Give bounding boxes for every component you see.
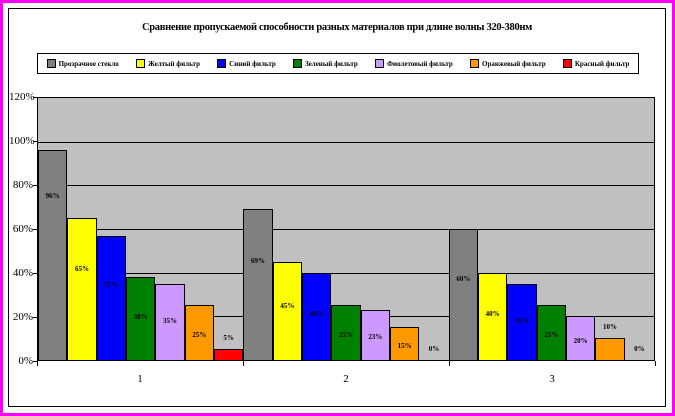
legend-label: Желтый фильтр xyxy=(148,59,200,68)
bar-slot: 25% xyxy=(184,98,214,360)
bar xyxy=(272,261,302,360)
bar xyxy=(390,327,420,360)
legend-item: Красный фильтр xyxy=(562,59,630,68)
bar xyxy=(478,272,508,360)
bar xyxy=(331,305,361,360)
bar-data-label: 0% xyxy=(428,345,440,354)
bar-slot: 0% xyxy=(419,98,448,360)
y-axis-tick-label: 120% xyxy=(9,91,35,103)
legend-label: Красный фильтр xyxy=(574,59,630,68)
y-axis-tick xyxy=(33,141,37,142)
legend-swatch xyxy=(217,59,227,68)
gridline xyxy=(38,141,654,143)
bar xyxy=(96,235,126,360)
bar-slot: 69% xyxy=(243,98,273,360)
legend-swatch xyxy=(292,59,302,68)
legend-swatch xyxy=(374,59,384,68)
legend-swatch xyxy=(46,59,56,68)
bar-slot: 57% xyxy=(96,98,126,360)
bar-slot: 60% xyxy=(448,98,478,360)
bar xyxy=(155,283,185,360)
bar-slot: 25% xyxy=(536,98,566,360)
bar-slot: 20% xyxy=(566,98,596,360)
chart-title: Сравнение пропускаемой способности разны… xyxy=(141,22,532,33)
legend-label: Оранжевый фильтр xyxy=(482,59,546,68)
legend-swatch xyxy=(470,59,479,68)
x-axis-tick xyxy=(655,361,656,366)
y-axis-tick-label: 40% xyxy=(12,267,33,279)
legend-label: Синий фильтр xyxy=(229,59,276,68)
y-axis-tick xyxy=(33,317,37,318)
bar-slot: 96% xyxy=(38,98,68,360)
y-axis-tick-label: 80% xyxy=(12,179,33,191)
gridline xyxy=(38,229,654,230)
y-axis-tick-label: 100% xyxy=(9,135,35,147)
y-axis-tick-label: 60% xyxy=(12,223,33,235)
bar-slot: 45% xyxy=(272,98,302,360)
bar-slot: 0% xyxy=(625,98,654,360)
legend-item: Зеленый фильтр xyxy=(292,59,358,68)
x-category-label: 3 xyxy=(549,373,555,385)
x-category-label: 1 xyxy=(137,373,143,385)
y-axis-tick xyxy=(33,273,37,274)
plot-area: 96% 65% 57% 38% 35% 25% 5% 69% 45% 40% 25% 23% 15% 0%… xyxy=(37,97,655,361)
bar xyxy=(566,316,596,360)
bar-slot: 23% xyxy=(360,98,390,360)
bar-slot: 35% xyxy=(155,98,185,360)
bar-slot: 10% xyxy=(595,98,625,360)
bar xyxy=(536,305,566,360)
bar xyxy=(302,272,332,360)
legend-swatch xyxy=(562,59,572,68)
legend-label: Прозрачное стекло xyxy=(58,59,119,68)
legend-item: Синий фильтр xyxy=(217,59,276,68)
y-axis-tick xyxy=(33,229,37,230)
bar-slot: 15% xyxy=(390,98,420,360)
x-axis-tick xyxy=(449,361,450,366)
legend-swatch xyxy=(136,59,146,68)
gridline xyxy=(38,185,654,187)
bar xyxy=(67,218,97,360)
gridline xyxy=(38,272,654,274)
x-category-label: 2 xyxy=(343,373,349,385)
legend-label: Фиолетовый фильтр xyxy=(386,59,453,68)
bar xyxy=(595,338,625,360)
bar-slot: 5% xyxy=(214,98,244,360)
bar xyxy=(507,283,537,360)
bar xyxy=(360,309,390,360)
legend-label: Зеленый фильтр xyxy=(304,59,358,68)
bar-slot: 40% xyxy=(302,98,332,360)
bar xyxy=(184,305,214,360)
bar xyxy=(38,150,68,360)
bar-slot: 25% xyxy=(331,98,361,360)
chart-border-frame: Сравнение пропускаемой способности разны… xyxy=(8,8,666,407)
bar-slot: 35% xyxy=(507,98,537,360)
legend-item: Оранжевый фильтр xyxy=(470,59,546,68)
x-axis-tick xyxy=(243,361,244,366)
x-axis-tick xyxy=(37,361,38,366)
y-axis-tick xyxy=(33,185,37,186)
bar-slot: 65% xyxy=(67,98,97,360)
y-axis-tick xyxy=(33,97,37,98)
bar-data-label: 0% xyxy=(634,345,645,354)
bar xyxy=(126,277,156,360)
bar-slot: 40% xyxy=(478,98,508,360)
bar-slot: 38% xyxy=(126,98,156,360)
legend-item: Прозрачное стекло xyxy=(46,59,119,68)
y-axis-tick xyxy=(33,361,37,362)
bar xyxy=(214,349,244,360)
bar-data-label: 5% xyxy=(223,334,234,343)
y-axis-tick-label: 20% xyxy=(12,311,33,323)
legend-item: Желтый фильтр xyxy=(136,59,200,68)
chart-canvas: Сравнение пропускаемой способности разны… xyxy=(3,3,672,413)
legend: Прозрачное стекло Желтый фильтр Синий филь… xyxy=(37,53,639,74)
legend-item: Фиолетовый фильтр xyxy=(374,59,453,68)
y-axis-tick-label: 0% xyxy=(18,355,33,367)
bar xyxy=(448,229,478,360)
bar-data-label: 10% xyxy=(602,323,617,332)
bar xyxy=(243,209,273,360)
